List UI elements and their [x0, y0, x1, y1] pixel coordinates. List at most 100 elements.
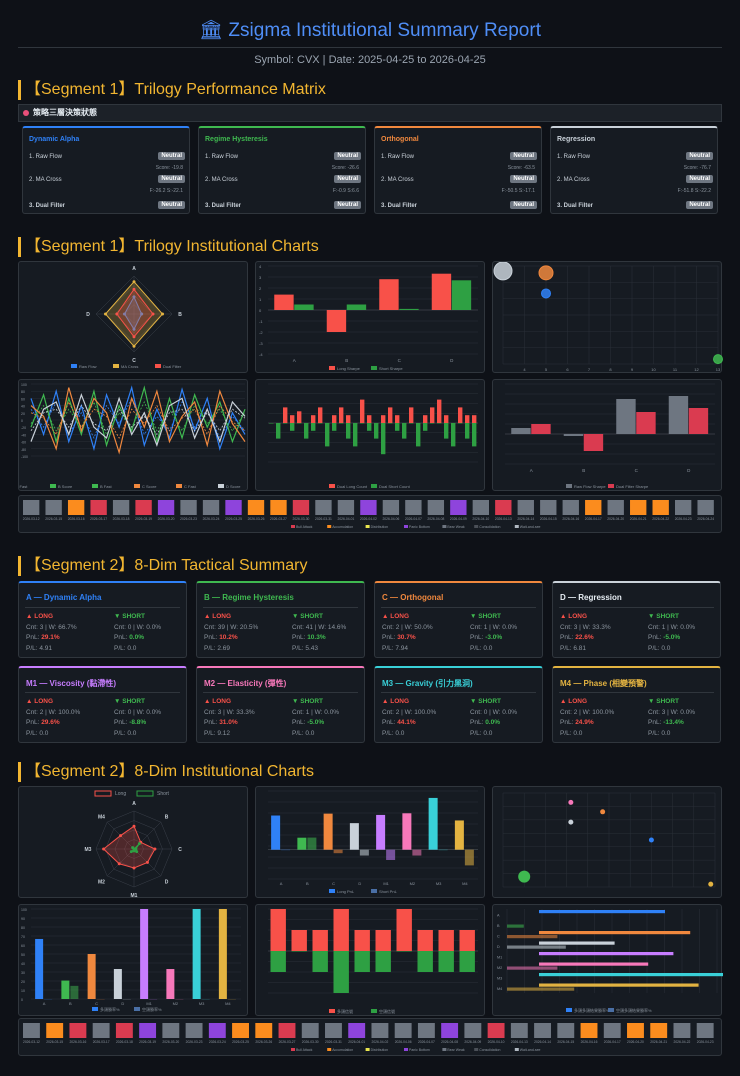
- legend-swatch: [371, 484, 377, 488]
- x-tick-label: 6: [566, 367, 569, 372]
- bar-17-0: [388, 407, 393, 423]
- legend-label: Consolidation: [479, 1048, 500, 1052]
- matrix-row: 1. Raw Flow Neutral: [205, 152, 361, 160]
- long-pnl: PnL: 31.0%: [204, 718, 255, 729]
- pnl-label: PnL:: [560, 634, 576, 641]
- regime-cell: [673, 1023, 691, 1038]
- pnl-label: PnL:: [648, 634, 664, 641]
- hbar-B-1: [507, 924, 524, 928]
- scatter-point: [708, 881, 714, 887]
- scatter-point: [518, 870, 531, 883]
- bar-M1-1: [386, 849, 396, 860]
- matrix-status-label: 策略三層決策狀態: [33, 108, 97, 117]
- regime-cell: [23, 500, 40, 515]
- date-label: 2026-04-22: [652, 517, 669, 521]
- long-count: Cnt: 2 | W: 100.0%: [26, 708, 81, 716]
- pnl-bar-chart-svg: A B C D M1 M2 M3 M4 Long PnL Short PnL: [268, 790, 478, 894]
- regime-cell: [115, 1023, 133, 1038]
- pnl-value: 29.6%: [41, 719, 60, 726]
- short-count: Cnt: 3 | W: 0.0%: [648, 708, 696, 716]
- radar-point: [131, 846, 135, 850]
- regime-cell: [417, 1023, 435, 1038]
- radar-point: [117, 862, 121, 866]
- short-label: ▼ SHORT: [648, 698, 679, 705]
- date-label: 2026-04-16: [562, 517, 579, 521]
- matrix-card-title: Regime Hysteresis: [205, 136, 268, 143]
- legend-swatch: [365, 1048, 370, 1051]
- regime-cell: [580, 1023, 598, 1038]
- tactical-card-title: M3 — Gravity (引力黑洞): [382, 679, 473, 688]
- legend-label: Dual Filter Sharpe: [616, 484, 649, 489]
- status-badge: Neutral: [158, 175, 185, 183]
- tactical-long: ▲ LONG Cnt: 2 | W: 50.0% PnL: 30.7% P/L: 7.…: [382, 612, 433, 654]
- radar-legend: Long Short: [94, 790, 170, 797]
- regime-cell: [46, 1023, 64, 1038]
- bar-B-0: [326, 310, 347, 332]
- bar-13-1: [360, 423, 365, 424]
- pnl-value: 44.1%: [397, 719, 416, 726]
- bar-C-0: [616, 399, 636, 434]
- date-label: 2026-03-31: [325, 1040, 342, 1044]
- legend-swatch: [474, 1048, 479, 1051]
- regime-cell: [67, 500, 85, 515]
- scatter-point: [568, 819, 574, 825]
- legend-swatch: [92, 1007, 98, 1011]
- legend-swatch: [327, 525, 332, 528]
- date-label: 2026-04-06: [382, 517, 399, 521]
- radar-point: [119, 834, 123, 838]
- section-title-1: 【Segment 1】Trilogy Performance Matrix: [18, 80, 326, 100]
- regime-cell: [270, 500, 287, 515]
- regime-cell: [180, 500, 197, 515]
- short-count: Cnt: 41 | W: 14.6%: [292, 623, 347, 631]
- status-badge: Neutral: [686, 201, 713, 209]
- radar-point: [132, 335, 136, 339]
- date-label: 2026-03-16: [68, 517, 85, 521]
- legend-swatch: [92, 484, 98, 488]
- x-tick-label: 13: [716, 367, 721, 372]
- long-pf: P/L: 0.0: [560, 729, 583, 737]
- radar-axis-label: A: [132, 266, 136, 272]
- bar-5-0: [375, 930, 391, 951]
- long-pnl: PnL: 24.9%: [560, 718, 614, 729]
- bar-B-0: [563, 434, 584, 436]
- matrix-status-bar: 策略三層決策狀態: [18, 104, 722, 122]
- matrix-row-label: 2. MA Cross: [557, 177, 590, 183]
- bar-C-1: [399, 308, 419, 310]
- regime-cell: [292, 500, 310, 515]
- regime-cell: [337, 500, 355, 515]
- tactical-short: ▼ SHORT Cnt: 1 | W: 0.0% PnL: -5.0% P/L: 0.…: [648, 612, 695, 654]
- legend-label: D Score: [226, 484, 241, 489]
- regime-cell: [301, 1023, 319, 1038]
- legend-label: Long PnL: [337, 889, 355, 894]
- date-label: 2026-04-23: [697, 1040, 714, 1044]
- legend-swatch: [291, 1048, 295, 1051]
- scatter-point: [713, 354, 723, 365]
- short-pf: P/L: 0.0: [114, 729, 137, 737]
- date-label: 2026-04-15: [540, 517, 557, 521]
- pnl-value: 0.0%: [485, 719, 501, 726]
- matrix-row-label: 3. Dual Filter: [205, 203, 242, 209]
- bar-9-0: [459, 930, 475, 951]
- y-tick-label: 20: [21, 412, 25, 416]
- date-label: 2026-03-30: [302, 1040, 319, 1044]
- date-label: 2026-04-09: [450, 517, 467, 521]
- regime-cell: [427, 500, 445, 515]
- score-scatter-chart: 4 5 6 7 8 9 10 11 12 13: [492, 261, 723, 373]
- legend-label: Bear Weak: [447, 525, 464, 529]
- date-label: 2026-03-27: [279, 1040, 296, 1044]
- radar-axis-label: A: [132, 801, 136, 807]
- legend-swatch: [566, 1008, 572, 1012]
- bar-19-1: [402, 423, 407, 439]
- bar-2-1: [283, 423, 288, 424]
- pnl-value: 10.2%: [219, 634, 238, 641]
- bar-28-1: [465, 423, 470, 439]
- date-label: 2026-04-01: [337, 517, 354, 521]
- regime-cell: [255, 1023, 273, 1038]
- tactical-card-1: A — Dynamic Alpha ▲ LONG Cnt: 3 | W: 66.7%…: [18, 581, 187, 658]
- date-label: 2026-04-13: [511, 1040, 528, 1044]
- regime-cell: [627, 1023, 644, 1038]
- x-tick-label: M3: [199, 1001, 205, 1006]
- short-pnl: PnL: 0.0%: [470, 718, 517, 729]
- bar-28-0: [465, 415, 470, 423]
